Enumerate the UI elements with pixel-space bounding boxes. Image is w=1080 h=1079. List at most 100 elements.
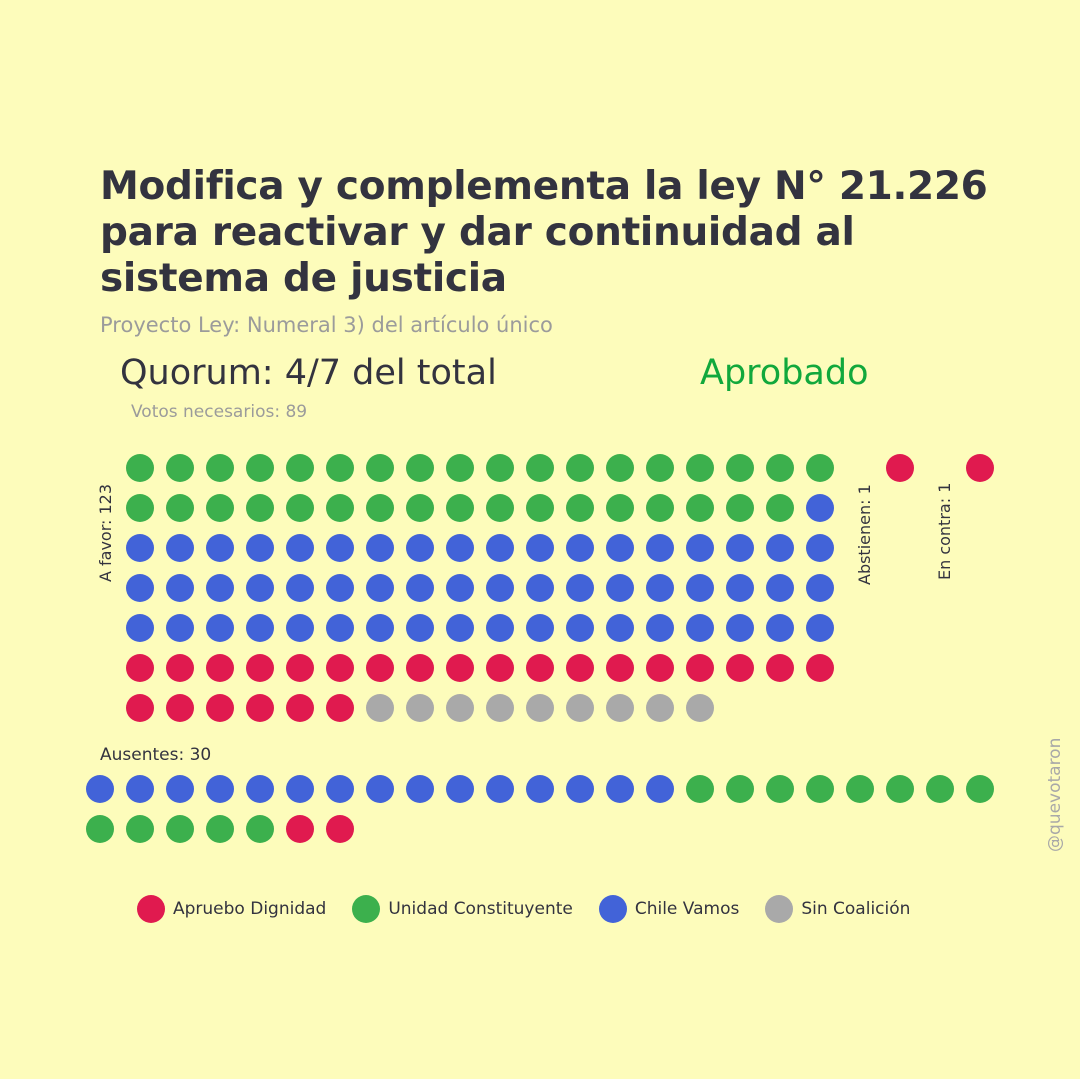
vote-dot-favor [446, 614, 474, 642]
vote-dot-favor [126, 454, 154, 482]
vote-dot-favor [606, 654, 634, 682]
vote-dot-absent [606, 775, 634, 803]
vote-dot-favor [366, 614, 394, 642]
vote-dot-favor [166, 694, 194, 722]
vote-dot-favor [806, 614, 834, 642]
vote-dot-favor [286, 494, 314, 522]
vote-dot-favor [446, 494, 474, 522]
legend-item: Apruebo Dignidad [137, 895, 326, 923]
vote-dot-favor [686, 654, 714, 682]
vote-dot-absent [246, 815, 274, 843]
vote-dot-favor [606, 614, 634, 642]
vote-dot-absent [486, 775, 514, 803]
vote-dot-favor [406, 454, 434, 482]
vote-dot-favor [526, 494, 554, 522]
vote-dot-favor [446, 654, 474, 682]
vote-dot-favor [406, 654, 434, 682]
vote-dot-favor [526, 654, 554, 682]
vote-dot-favor [166, 654, 194, 682]
vote-dot-absent [86, 775, 114, 803]
vote-dot-favor [326, 694, 354, 722]
vote-dot-absent [966, 775, 994, 803]
vote-dot-favor [806, 494, 834, 522]
vote-dot-favor [366, 494, 394, 522]
vote-dot-favor [646, 574, 674, 602]
vote-dot-favor [246, 574, 274, 602]
vote-dot-favor [286, 454, 314, 482]
vote-dot-favor [406, 494, 434, 522]
vote-dot-favor [126, 654, 154, 682]
vote-dot-favor [726, 654, 754, 682]
vote-dot-favor [646, 614, 674, 642]
watermark: @quevotaron [1045, 737, 1065, 852]
vote-dot-favor [766, 654, 794, 682]
legend-item: Sin Coalición [765, 895, 910, 923]
vote-dot-favor [246, 494, 274, 522]
vote-dot-absent [166, 775, 194, 803]
vote-dot-favor [646, 494, 674, 522]
vote-dot-favor [126, 574, 154, 602]
legend: Apruebo Dignidad Unidad Constituyente Chil… [137, 895, 910, 923]
vote-dot-absent [326, 775, 354, 803]
vote-dot-absent [166, 815, 194, 843]
vote-dot-absent [126, 775, 154, 803]
vote-dot-absent [766, 775, 794, 803]
vote-dot-favor [606, 454, 634, 482]
vote-dot-favor [526, 614, 554, 642]
vote-dot-absent [206, 775, 234, 803]
vote-dot-favor [166, 614, 194, 642]
vote-dot-favor [326, 454, 354, 482]
vote-dot-favor [206, 534, 234, 562]
vote-dot-favor [206, 574, 234, 602]
vote-dot-favor [526, 454, 554, 482]
vote-dot-absent [86, 815, 114, 843]
vote-dot-favor [486, 494, 514, 522]
vote-dot-favor [446, 534, 474, 562]
vote-dot-favor [566, 534, 594, 562]
vote-dot-absent [726, 775, 754, 803]
vote-dot-favor [326, 654, 354, 682]
votes-needed-text: Votos necesarios: 89 [131, 402, 308, 422]
vote-dot-favor [206, 614, 234, 642]
vote-dot-favor [486, 454, 514, 482]
vote-dot-absent [326, 815, 354, 843]
vote-dot-favor [566, 694, 594, 722]
vote-dot-favor [366, 694, 394, 722]
vote-dot-favor [686, 574, 714, 602]
vote-dot-favor [166, 574, 194, 602]
vote-dot-favor [166, 494, 194, 522]
vote-dot-favor [646, 654, 674, 682]
legend-dot [352, 895, 381, 923]
vote-dot-favor [566, 614, 594, 642]
vote-dot-favor [806, 454, 834, 482]
vote-dot-favor [766, 494, 794, 522]
vote-dot-favor [806, 654, 834, 682]
vote-dot-favor [126, 494, 154, 522]
vote-dot-favor [246, 694, 274, 722]
legend-label: Sin Coalición [801, 899, 911, 919]
vote-dot-favor [166, 454, 194, 482]
vote-dot-favor [246, 454, 274, 482]
vote-dot-favor [326, 574, 354, 602]
vote-dot-favor [366, 654, 394, 682]
vote-dot-favor [286, 534, 314, 562]
vote-dot-favor [366, 454, 394, 482]
vote-dot-favor [286, 574, 314, 602]
vote-dot-favor [686, 454, 714, 482]
vote-dot-favor [126, 534, 154, 562]
vote-dot-favor [486, 534, 514, 562]
vote-dot-favor [686, 614, 714, 642]
vote-dot-favor [766, 534, 794, 562]
vote-dot-favor [686, 694, 714, 722]
vote-dot-favor [286, 614, 314, 642]
legend-dot [765, 895, 794, 923]
legend-label: Unidad Constituyente [388, 899, 573, 919]
vote-dot-favor [486, 694, 514, 722]
vote-dot-favor [646, 534, 674, 562]
vote-dot-favor [246, 534, 274, 562]
legend-dot [137, 895, 165, 923]
vote-dot-favor [766, 574, 794, 602]
vote-dot-favor [246, 614, 274, 642]
vote-dot-absent [286, 815, 314, 843]
legend-label: Chile Vamos [634, 899, 740, 919]
